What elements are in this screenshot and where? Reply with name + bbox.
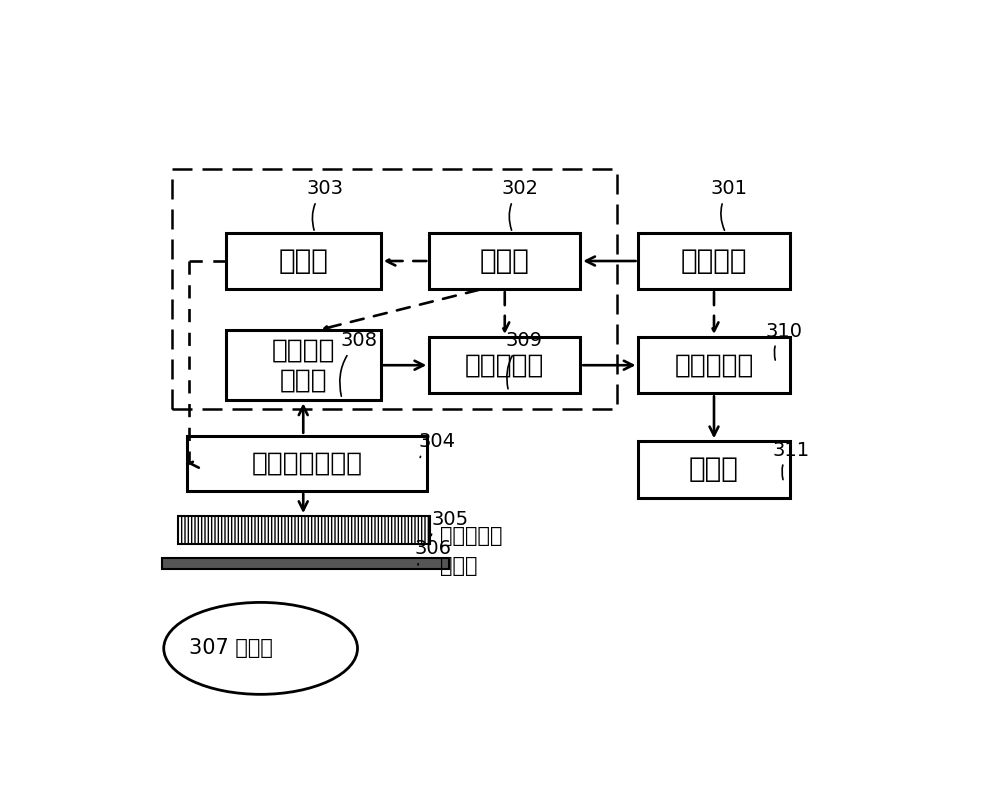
Bar	[226, 232, 381, 289]
Text: 图像处理器: 图像处理器	[674, 352, 754, 378]
Text: 306: 306	[415, 539, 452, 565]
Text: 显示器: 显示器	[689, 455, 739, 483]
Bar	[638, 232, 790, 289]
Text: 302: 302	[502, 179, 539, 230]
Text: 接收波束
形成器: 接收波束 形成器	[272, 338, 335, 393]
Bar	[638, 441, 790, 498]
Bar	[226, 330, 381, 400]
Text: 309: 309	[506, 331, 543, 389]
Bar	[429, 337, 580, 393]
Bar	[638, 337, 790, 393]
Text: 孔径选择切换器: 孔径选择切换器	[252, 451, 363, 476]
Text: 303: 303	[306, 179, 343, 230]
Text: 信号处理器: 信号处理器	[465, 352, 544, 378]
Text: 304: 304	[418, 432, 455, 458]
Text: 308: 308	[340, 331, 378, 396]
Bar	[429, 232, 580, 289]
Ellipse shape	[164, 603, 358, 694]
Text: 310: 310	[765, 322, 802, 360]
Bar	[178, 516, 430, 544]
Text: 311: 311	[773, 441, 810, 480]
Text: 305: 305	[431, 510, 469, 536]
Bar	[162, 558, 449, 568]
Bar	[172, 169, 617, 409]
Text: 换能器阵列: 换能器阵列	[440, 525, 503, 545]
Text: 控制器: 控制器	[480, 247, 530, 275]
Text: 301: 301	[711, 179, 748, 230]
Text: 输入单元: 输入单元	[681, 247, 747, 275]
Text: 发射机: 发射机	[278, 247, 328, 275]
Bar	[187, 435, 427, 491]
Text: 307 被检体: 307 被检体	[189, 638, 273, 658]
Text: 插入板: 插入板	[440, 556, 478, 576]
